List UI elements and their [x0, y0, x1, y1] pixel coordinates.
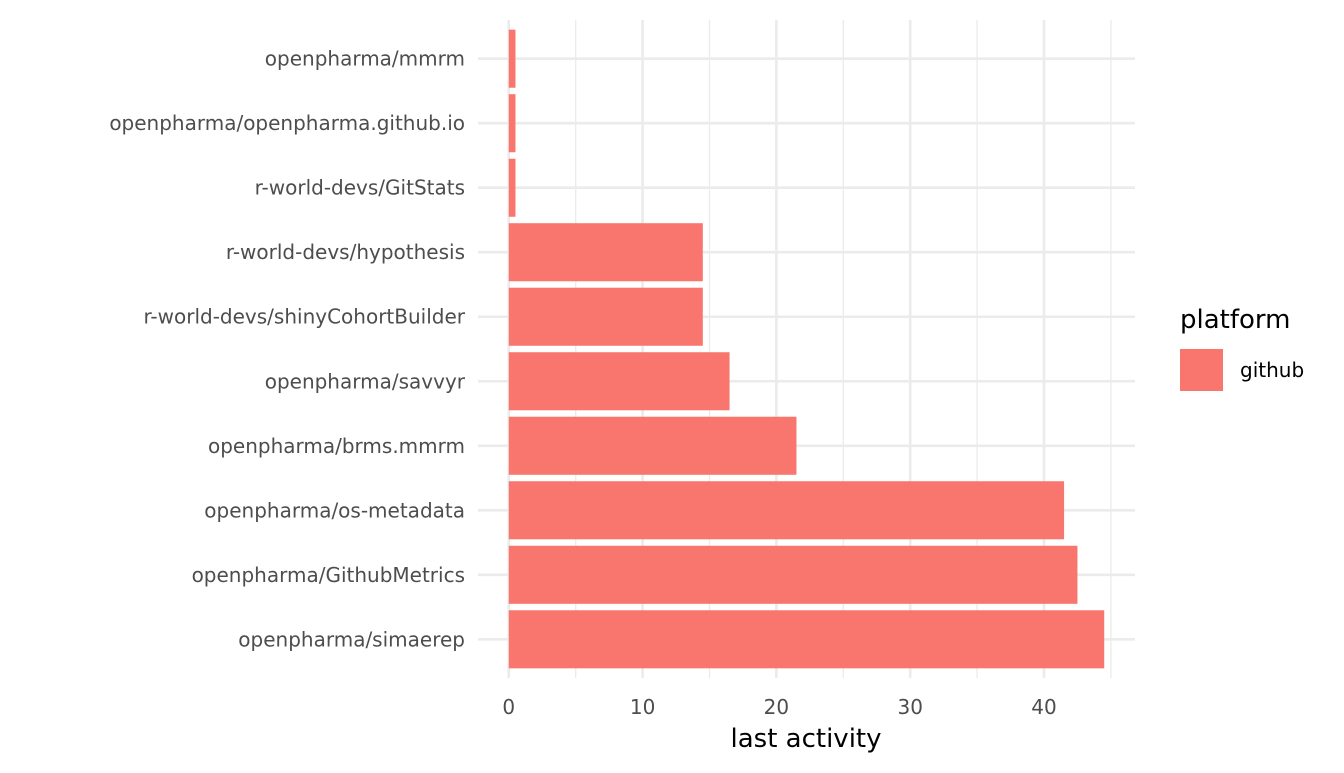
x-tick-label: 0	[502, 695, 515, 719]
legend-entries: github	[1180, 349, 1304, 391]
bar	[508, 416, 797, 475]
bar	[508, 29, 516, 88]
bar	[508, 610, 1105, 669]
bar	[508, 94, 516, 153]
y-tick-label: r-world-devs/hypothesis	[226, 240, 465, 264]
x-axis-title: last activity	[731, 724, 882, 754]
legend: platform github	[1180, 305, 1304, 391]
x-tick-label: 10	[630, 695, 655, 719]
bars	[508, 29, 1105, 669]
legend-key-swatch	[1180, 349, 1223, 391]
y-tick-label: openpharma/mmrm	[265, 47, 465, 71]
bar	[508, 481, 1065, 540]
y-tick-label: openpharma/simaerep	[238, 627, 465, 651]
x-tick-label: 30	[897, 695, 922, 719]
y-tick-label: r-world-devs/GitStats	[255, 176, 465, 200]
legend-title: platform	[1180, 305, 1290, 335]
y-tick-label: openpharma/os-metadata	[204, 498, 465, 522]
bar	[508, 223, 703, 282]
x-tick-label: 40	[1031, 695, 1056, 719]
y-axis-tick-labels: openpharma/mmrm openpharma/openpharma.git…	[109, 47, 465, 652]
y-tick-label: openpharma/openpharma.github.io	[109, 111, 465, 135]
y-tick-label: openpharma/GithubMetrics	[192, 563, 465, 587]
x-axis-tick-labels: 0 10 20 30 40	[502, 695, 1056, 719]
bar	[508, 545, 1078, 604]
x-tick-label: 20	[764, 695, 789, 719]
y-tick-label: openpharma/savvyr	[265, 369, 466, 393]
legend-entry-label: github	[1240, 358, 1304, 382]
bar	[508, 158, 516, 217]
bar	[508, 287, 703, 346]
y-tick-label: openpharma/brms.mmrm	[208, 434, 465, 458]
bar	[508, 352, 730, 411]
y-tick-label: r-world-devs/shinyCohortBuilder	[143, 305, 465, 329]
